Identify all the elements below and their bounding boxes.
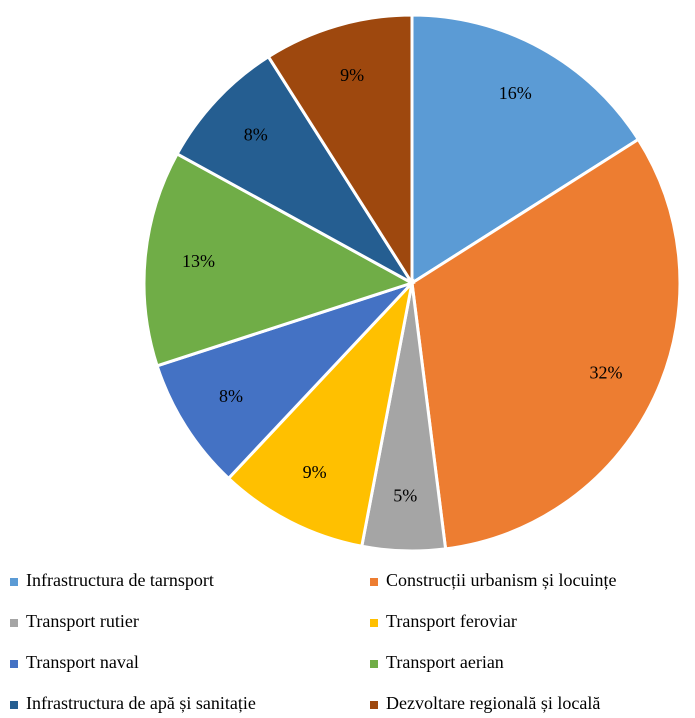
data-label: 8%: [219, 386, 243, 406]
legend-swatch: [370, 701, 378, 709]
pie-slice: [142, 151, 416, 368]
legend-label: Transport rutier: [26, 611, 139, 631]
legend-label: Transport naval: [26, 652, 139, 672]
data-label: 13%: [182, 251, 215, 271]
pie-slice: [410, 137, 682, 551]
pie-slice: [175, 54, 414, 285]
legend-swatch: [370, 578, 378, 586]
pie-slice: [155, 281, 414, 481]
data-label: 8%: [244, 124, 268, 144]
legend-label: Transport feroviar: [386, 611, 517, 631]
pie-slice: [266, 13, 414, 289]
legend-label: Infrastructura de apă și sanitație: [26, 693, 256, 713]
legend-swatch: [370, 660, 378, 668]
data-label: 9%: [340, 65, 364, 85]
legend-swatch: [10, 660, 18, 668]
data-label: 32%: [589, 362, 622, 382]
pie-slice: [410, 13, 641, 286]
data-label: 16%: [499, 83, 532, 103]
legend-label: Infrastructura de tarnsport: [26, 570, 214, 590]
pie-slice: [226, 278, 415, 549]
legend-swatch: [370, 619, 378, 627]
legend-swatch: [10, 701, 18, 709]
legend-label: Transport aerian: [386, 652, 504, 672]
legend-swatch: [10, 578, 18, 586]
legend-swatch: [10, 619, 18, 627]
data-label: 9%: [303, 462, 327, 482]
data-label: 5%: [393, 485, 417, 505]
legend-label: Construcții urbanism și locuințe: [386, 570, 616, 590]
legend-label: Dezvoltare regională și locală: [386, 693, 600, 713]
